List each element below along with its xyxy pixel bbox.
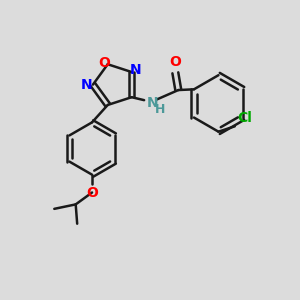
Text: O: O — [98, 56, 110, 70]
Text: N: N — [130, 63, 141, 77]
Text: H: H — [154, 103, 165, 116]
Text: Cl: Cl — [237, 111, 252, 125]
Text: O: O — [86, 186, 98, 200]
Text: N: N — [147, 95, 159, 110]
Text: N: N — [81, 78, 93, 92]
Text: O: O — [169, 55, 181, 69]
